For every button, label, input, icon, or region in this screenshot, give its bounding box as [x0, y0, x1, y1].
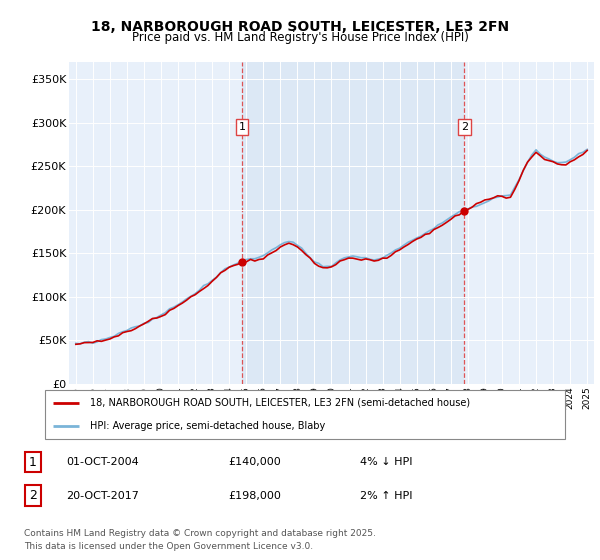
Text: £140,000: £140,000 [228, 457, 281, 467]
Text: £198,000: £198,000 [228, 491, 281, 501]
Text: 2: 2 [29, 489, 37, 502]
Text: 1: 1 [239, 122, 245, 132]
Text: Price paid vs. HM Land Registry's House Price Index (HPI): Price paid vs. HM Land Registry's House … [131, 31, 469, 44]
Bar [242, 62, 464, 384]
Text: 18, NARBOROUGH ROAD SOUTH, LEICESTER, LE3 2FN: 18, NARBOROUGH ROAD SOUTH, LEICESTER, LE… [91, 20, 509, 34]
Text: HPI: Average price, semi-detached house, Blaby: HPI: Average price, semi-detached house,… [89, 421, 325, 431]
FancyBboxPatch shape [44, 390, 565, 438]
Text: 18, NARBOROUGH ROAD SOUTH, LEICESTER, LE3 2FN (semi-detached house): 18, NARBOROUGH ROAD SOUTH, LEICESTER, LE… [89, 398, 470, 408]
Text: 20-OCT-2017: 20-OCT-2017 [66, 491, 139, 501]
Text: 1: 1 [29, 455, 37, 469]
Text: Contains HM Land Registry data © Crown copyright and database right 2025.
This d: Contains HM Land Registry data © Crown c… [24, 529, 376, 550]
Text: 2% ↑ HPI: 2% ↑ HPI [360, 491, 413, 501]
Text: 2: 2 [461, 122, 468, 132]
Text: 01-OCT-2004: 01-OCT-2004 [66, 457, 139, 467]
Text: 4% ↓ HPI: 4% ↓ HPI [360, 457, 413, 467]
